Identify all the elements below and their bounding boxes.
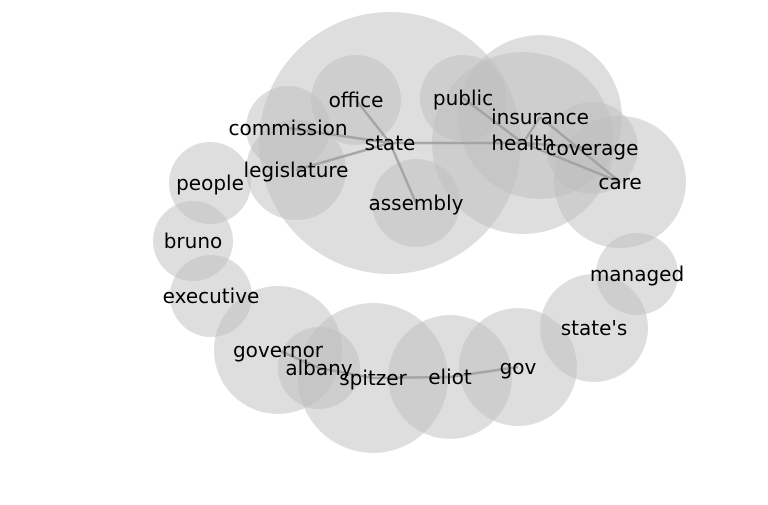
edge-health-insurance — [521, 116, 542, 144]
node-label-states: state's — [561, 316, 628, 340]
node-label-albany: albany — [285, 356, 352, 380]
edge-state-commission — [287, 126, 391, 145]
node-label-spitzer: spitzer — [339, 366, 407, 390]
edge-health-public — [462, 97, 524, 144]
node-label-insurance: insurance — [491, 105, 589, 129]
edge-eliot-gov — [449, 365, 519, 379]
node-label-care: care — [598, 170, 641, 194]
node-label-state: state — [365, 131, 416, 155]
node-label-office: office — [329, 88, 384, 112]
edge-state-legislature — [295, 141, 391, 172]
node-label-coverage: coverage — [546, 136, 639, 160]
edge-albany-governor — [277, 348, 320, 370]
node-label-eliot: eliot — [428, 365, 472, 389]
node-label-bruno: bruno — [164, 229, 223, 253]
node-label-legislature: legislature — [244, 158, 349, 182]
node-label-managed: managed — [590, 262, 684, 286]
edge-health-coverage — [522, 141, 593, 150]
edge-state-office — [355, 99, 391, 144]
node-bubbles — [153, 12, 686, 453]
edge-health-care — [522, 141, 621, 184]
edge-insurance-care — [539, 116, 621, 183]
node-label-commission: commission — [228, 116, 347, 140]
edges — [277, 97, 621, 380]
node-label-health: health — [491, 131, 554, 155]
edge-state-assembly — [388, 142, 418, 204]
node-label-executive: executive — [163, 284, 260, 308]
edge-spitzer-eliot — [372, 375, 451, 380]
edge-spitzer-albany — [318, 366, 374, 380]
node-label-assembly: assembly — [369, 191, 464, 215]
node-label-gov: gov — [500, 355, 537, 379]
node-label-public: public — [433, 86, 493, 110]
node-label-governor: governor — [233, 338, 324, 362]
node-label-people: people — [176, 171, 244, 195]
